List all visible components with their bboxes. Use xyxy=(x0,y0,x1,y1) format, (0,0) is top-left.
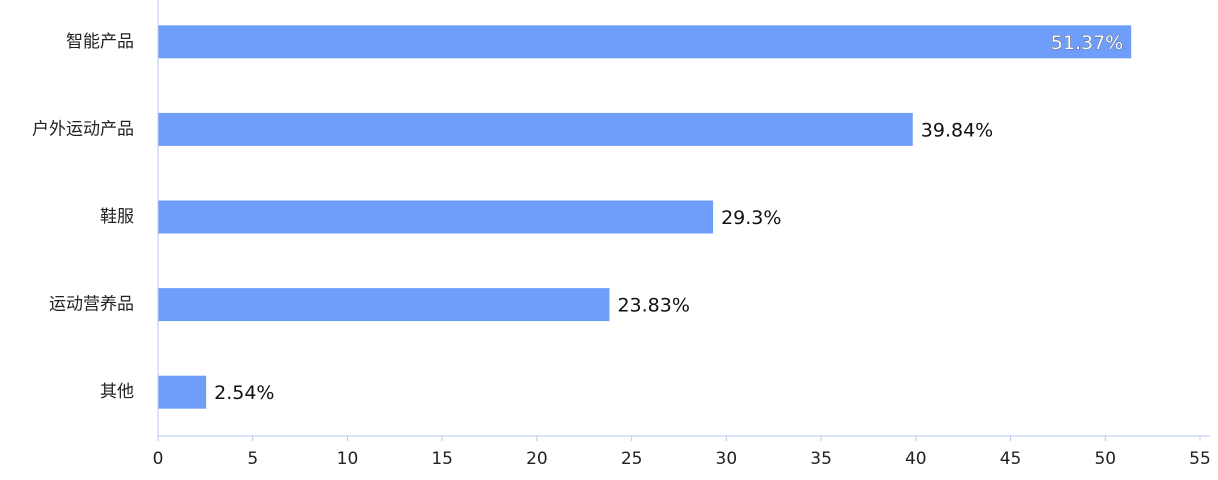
x-tick-label: 50 xyxy=(1094,449,1116,469)
data-label: 39.84% xyxy=(921,119,993,141)
bars-layer xyxy=(158,25,1132,409)
category-label: 其他 xyxy=(100,382,134,402)
bar-4 xyxy=(158,375,207,409)
bar-0 xyxy=(158,25,1132,59)
data-label: 51.37% xyxy=(1051,32,1123,54)
x-tick-label: 35 xyxy=(810,449,832,469)
x-tick-label: 30 xyxy=(716,449,738,469)
x-tick-label: 5 xyxy=(247,449,258,469)
bar-3 xyxy=(158,288,610,322)
data-label: 23.83% xyxy=(617,295,689,317)
data-label: 2.54% xyxy=(214,382,274,404)
x-tick-label: 0 xyxy=(153,449,164,469)
bar-2 xyxy=(158,200,714,234)
data-label: 29.3% xyxy=(721,207,781,229)
category-label: 智能产品 xyxy=(66,32,134,52)
x-tick-label: 40 xyxy=(905,449,927,469)
x-tick-label: 25 xyxy=(621,449,643,469)
data-labels: 51.37% 39.84% 29.3% 23.83% 2.54% xyxy=(214,31,1123,404)
x-axis-ticks: 0 5 10 15 20 25 30 35 40 45 50 55 xyxy=(153,436,1211,469)
bar-1 xyxy=(158,112,913,146)
category-label: 运动营养品 xyxy=(49,295,134,315)
x-tick-label: 45 xyxy=(1000,449,1022,469)
x-tick-label: 55 xyxy=(1189,449,1211,469)
x-tick-label: 20 xyxy=(526,449,548,469)
category-label: 户外运动产品 xyxy=(32,119,134,139)
x-tick-label: 10 xyxy=(337,449,359,469)
x-tick-label: 15 xyxy=(431,449,453,469)
category-label: 鞋服 xyxy=(100,207,134,227)
